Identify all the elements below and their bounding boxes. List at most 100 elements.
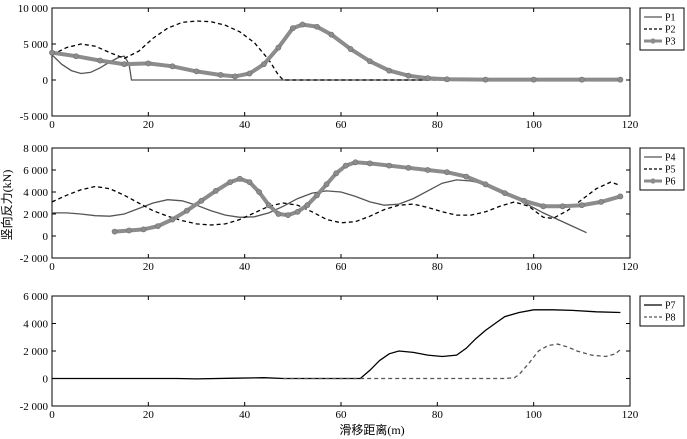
- data-point-p6: [155, 223, 161, 229]
- legend-label-p1: P1: [665, 13, 676, 24]
- x-tick-label: 80: [432, 261, 444, 273]
- data-point-p3: [328, 31, 335, 38]
- data-point-p3: [386, 67, 393, 74]
- y-tick-label: 5 000: [23, 39, 48, 51]
- x-tick-label: 100: [525, 261, 542, 273]
- x-tick-label: 40: [239, 119, 251, 131]
- legend-label-p8: P8: [665, 313, 676, 324]
- data-point-p6: [463, 173, 470, 180]
- data-point-p3: [232, 73, 238, 80]
- data-point-p6: [111, 228, 118, 235]
- data-point-p6: [405, 164, 412, 171]
- data-point-p6: [212, 187, 219, 194]
- data-point-p6: [342, 162, 349, 169]
- data-point-p3: [299, 21, 306, 28]
- y-tick-label: 0: [43, 374, 49, 386]
- x-tick-label: 100: [525, 409, 542, 421]
- y-tick-label: 4 000: [23, 187, 48, 199]
- data-point-p3: [424, 75, 431, 82]
- x-tick-label: 0: [49, 261, 55, 273]
- data-point-p3: [145, 60, 152, 67]
- legend-label-p6: P6: [665, 177, 676, 188]
- y-tick-label: 2 000: [23, 346, 48, 358]
- y-tick-label: 2 000: [23, 209, 48, 221]
- x-tick-label: 60: [336, 409, 348, 421]
- x-tick-label: 120: [622, 409, 639, 421]
- y-tick-label: 10 000: [18, 3, 49, 15]
- series-line-p4: [52, 179, 587, 234]
- data-point-p6: [366, 160, 373, 167]
- series-line-p2: [51, 20, 621, 81]
- y-tick-label: 6 000: [23, 291, 48, 303]
- data-point-p6: [140, 226, 147, 233]
- series-line-p1: [51, 54, 621, 81]
- data-point-p6: [578, 202, 585, 209]
- plot-frame: [51, 295, 631, 407]
- data-point-p3: [289, 25, 296, 32]
- data-point-p6: [521, 197, 527, 204]
- data-point-p6: [559, 203, 566, 210]
- data-point-p6: [294, 208, 301, 215]
- series-line-p8: [283, 343, 621, 380]
- y-tick-label: -2 000: [20, 253, 49, 265]
- x-tick-label: 20: [143, 119, 155, 131]
- data-point-p6: [314, 192, 320, 199]
- y-tick-label: 8 000: [23, 143, 48, 155]
- legend-label-p3: P3: [665, 37, 676, 48]
- y-tick-label: -2 000: [20, 401, 49, 413]
- data-point-p3: [121, 61, 128, 68]
- data-point-p3: [193, 68, 200, 75]
- x-tick-label: 20: [143, 409, 155, 421]
- data-point-p6: [598, 198, 604, 205]
- x-axis-label: 滑移距离(m): [339, 422, 404, 437]
- data-point-p3: [261, 61, 267, 68]
- data-point-p3: [444, 76, 450, 83]
- data-point-p6: [333, 170, 340, 177]
- x-tick-label: 60: [336, 261, 348, 273]
- legend-marker-p6: [650, 178, 656, 184]
- x-tick-label: 40: [239, 409, 251, 421]
- y-tick-label: 0: [43, 75, 49, 87]
- data-point-p6: [246, 179, 253, 185]
- data-point-p6: [169, 216, 176, 223]
- x-tick-label: 120: [622, 119, 639, 131]
- data-point-p3: [49, 49, 55, 56]
- x-tick-label: 60: [336, 119, 348, 131]
- data-point-p6: [304, 202, 311, 209]
- x-tick-label: 0: [49, 409, 55, 421]
- legend-label-p7: P7: [665, 301, 676, 312]
- series-line-p3: [51, 22, 621, 82]
- data-point-p6: [540, 203, 547, 210]
- y-tick-label: 4 000: [23, 319, 48, 331]
- data-point-p6: [227, 179, 234, 185]
- legend-marker-p3: [650, 38, 656, 44]
- data-point-p6: [352, 159, 359, 166]
- data-point-p6: [126, 227, 132, 234]
- y-axis-label: 竖向反力(kN): [0, 170, 14, 241]
- data-point-p6: [323, 181, 330, 188]
- data-point-p3: [246, 70, 253, 77]
- data-point-p6: [501, 190, 508, 196]
- data-point-p6: [198, 197, 205, 204]
- data-point-p6: [265, 202, 272, 209]
- data-point-p6: [275, 211, 282, 217]
- data-point-p3: [578, 76, 585, 83]
- y-tick-label: 0: [43, 231, 49, 243]
- data-point-p6: [444, 169, 450, 176]
- legend-label-p5: P5: [665, 165, 676, 176]
- data-point-p6: [236, 175, 243, 182]
- data-point-p6: [183, 207, 190, 214]
- x-tick-label: 20: [143, 261, 155, 273]
- legend-label-p4: P4: [665, 153, 676, 164]
- data-point-p3: [217, 72, 224, 78]
- series-line-p6: [114, 160, 621, 234]
- data-point-p3: [275, 44, 282, 51]
- data-point-p6: [617, 193, 624, 200]
- data-point-p3: [73, 53, 79, 60]
- data-point-p3: [405, 72, 412, 79]
- series-line-p7: [52, 309, 621, 380]
- data-point-p3: [97, 57, 104, 64]
